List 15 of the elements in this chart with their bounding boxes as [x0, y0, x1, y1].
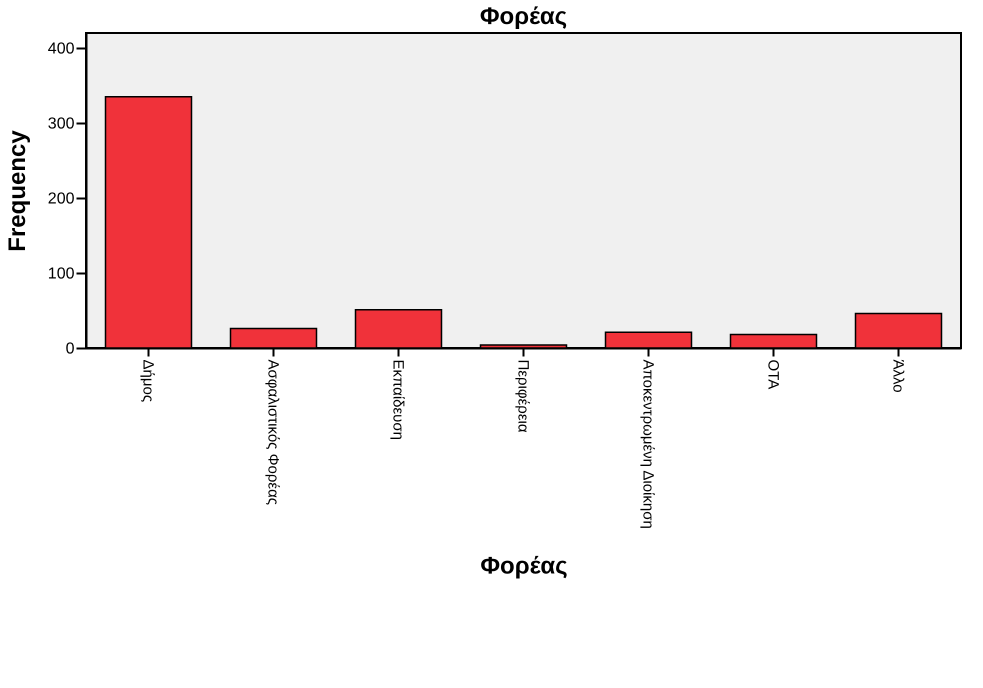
x-tick-label: Ασφαλιστικός Φορέας	[264, 360, 282, 505]
y-tick-label: 100	[48, 266, 75, 282]
y-axis-title: Frequency	[4, 130, 31, 252]
chart-title: Φορέας	[480, 3, 568, 30]
x-tick-label: ΟΤΑ	[764, 360, 782, 390]
x-tick-label: Άλλο	[890, 360, 906, 393]
y-tick-label: 0	[66, 340, 75, 358]
x-tick-label: Αποκεντρωμένη Διοίκηση	[640, 360, 656, 529]
x-tick-label: Περιφέρεια	[514, 360, 532, 433]
x-tick-label: Εκπαίδευση	[390, 360, 406, 440]
y-tick-label: 400	[48, 40, 75, 58]
x-axis-title: Φορέας	[480, 552, 568, 580]
y-tick-label: 200	[48, 190, 75, 208]
y-tick-label: 300	[48, 116, 75, 132]
x-tick-label: Δήμος	[140, 360, 156, 402]
